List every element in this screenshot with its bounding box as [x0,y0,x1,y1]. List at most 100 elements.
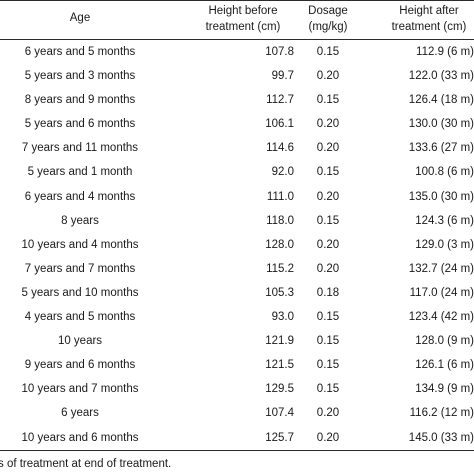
cell-height-before: 125.7 [265,431,294,444]
cell-dosage: 0.20 [316,142,340,155]
cell-age: 9 years and 6 months [24,359,136,372]
table-header-rule [0,39,474,40]
cell-height-before: 107.8 [265,46,294,58]
cell-dosage: 0.20 [316,118,340,131]
cell-height-after: 124.3 (6 m) [415,214,474,227]
cell-height-before: 129.5 [265,383,294,396]
cell-height-before-wrap: 99.7 [262,64,322,88]
table-top-rule [0,0,474,1]
table-footnote: s of treatment at end of treatment. [0,458,172,470]
cell-height-before: 118.0 [266,214,294,227]
table-row: 6 years 107.4 0.20 116.2 (12 m) [0,401,474,425]
cell-height-before: 112.7 [266,94,294,107]
cell-dosage: 0.15 [316,94,340,107]
cell-height-before: 114.6 [266,142,294,155]
cell-age: 6 years [61,407,99,420]
cell-dosage: 0.15 [316,383,340,396]
cell-height-before: 121.5 [265,359,294,372]
cell-age: 8 years [61,214,99,227]
table-row: 10 years 121.9 0.15 128.0 (9 m) [0,329,474,353]
cell-dosage: 0.15 [316,335,340,348]
cell-dosage: 0.15 [316,166,340,179]
cell-dosage: 0.20 [316,407,340,420]
cell-dosage: 0.20 [316,431,340,444]
cell-height-after: 100.8 (6 m) [415,166,474,179]
cell-dosage: 0.20 [316,70,340,83]
cell-height-before: 111.0 [266,190,294,203]
cell-height-after: 129.0 (3 m) [415,238,474,251]
table-row: 8 years 118.0 0.15 124.3 (6 m) [0,209,474,233]
header-height-after: Height after treatment (cm) [391,5,467,33]
cell-height-after: 112.9 (6 m) [416,46,474,58]
cell-height-after: 126.1 (6 m) [415,359,474,372]
cell-height-before: 107.4 [265,407,294,420]
cell-height-before-wrap: 107.4 [262,401,322,425]
cell-height-before-wrap: 121.9 [262,329,322,353]
table-row: 6 years and 5 months 107.8 0.15 112.9 (6 m) [0,40,474,64]
cell-height-after: 117.0 (24 m) [409,286,474,299]
table-row: 8 years and 9 months 112.7 0.15 126.4 (18 m… [0,88,474,112]
cell-dosage: 0.15 [316,46,340,58]
cell-height-after: 132.7 (24 m) [408,262,474,275]
cell-height-after: 123.4 (42 m) [408,311,474,324]
cell-age: 6 years and 5 months [24,46,136,58]
cell-height-before-wrap: 128.0 [262,233,322,257]
cell-height-before: 128.0 [265,238,294,251]
cell-height-before: 93.0 [271,311,294,324]
table-row: 7 years and 7 months 115.2 0.20 132.7 (24 m… [0,257,474,281]
cell-dosage: 0.20 [316,190,340,203]
cell-age: 5 years and 10 months [21,286,139,299]
table-body: 6 years and 5 months 107.8 0.15 112.9 (6 m)… [0,40,474,450]
cell-dosage: 0.15 [316,311,340,324]
cell-height-before-wrap: 92.0 [262,160,322,184]
cell-height-before: 99.7 [271,70,294,83]
cell-age: 7 years and 11 months [21,142,139,155]
cell-age: 10 years and 7 months [21,383,139,396]
table-row: 5 years and 1 month 92.0 0.15 100.8 (6 m) [0,160,474,184]
cell-dosage: 0.20 [316,238,340,251]
cell-height-before-wrap: 114.6 [262,136,322,160]
table-row: 10 years and 4 months 128.0 0.20 129.0 (3 m… [0,233,474,257]
cell-height-before-wrap: 106.1 [262,112,322,136]
cell-age: 7 years and 7 months [24,262,136,275]
cell-age: 10 years and 4 months [21,238,139,251]
cell-height-after: 130.0 (30 m) [408,118,474,131]
cell-height-after: 135.0 (30 m) [408,190,474,203]
table-row: 6 years and 4 months 111.0 0.20 135.0 (30 m… [0,185,474,209]
cell-dosage: 0.20 [316,262,340,275]
cell-age: 5 years and 3 months [24,70,136,83]
table-bottom-rule [0,450,474,451]
cell-height-before-wrap: 112.7 [262,88,322,112]
cell-height-before-wrap: 129.5 [262,377,322,401]
cell-height-before-wrap: 121.5 [262,353,322,377]
cell-height-before: 105.3 [265,286,294,299]
cell-height-before-wrap: 105.3 [262,281,322,305]
cell-height-before: 106.1 [265,118,294,131]
cell-age: 10 years and 6 months [21,431,139,444]
cell-height-after: 116.2 (12 m) [409,407,474,420]
cell-height-after: 122.0 (33 m) [408,70,474,83]
cell-height-before-wrap: 125.7 [262,426,322,450]
cell-age: 5 years and 6 months [24,118,136,131]
cell-height-after: 133.6 (27 m) [408,142,474,155]
cell-height-before-wrap: 111.0 [262,185,322,209]
cell-height-before-wrap: 107.8 [262,40,322,64]
table-row: 5 years and 10 months 105.3 0.18 117.0 (24 … [0,281,474,305]
table-row: 5 years and 3 months 99.7 0.20 122.0 (33 m) [0,64,474,88]
cell-age: 8 years and 9 months [24,94,136,107]
cell-height-before: 115.2 [266,262,294,275]
cell-height-after: 126.4 (18 m) [408,94,474,107]
cell-height-before-wrap: 118.0 [262,209,322,233]
cell-height-before: 121.9 [265,335,294,348]
header-age: Age [69,12,91,24]
cell-age: 10 years [57,335,103,348]
cell-dosage: 0.15 [316,214,340,227]
cell-age: 5 years and 1 month [27,166,133,179]
header-height-before: Height before treatment (cm) [205,5,281,33]
cell-height-after: 145.0 (33 m) [408,431,474,444]
table-row: 5 years and 6 months 106.1 0.20 130.0 (30 m… [0,112,474,136]
table-row: 9 years and 6 months 121.5 0.15 126.1 (6 m) [0,353,474,377]
cell-height-before-wrap: 115.2 [262,257,322,281]
cell-dosage: 0.15 [316,359,340,372]
